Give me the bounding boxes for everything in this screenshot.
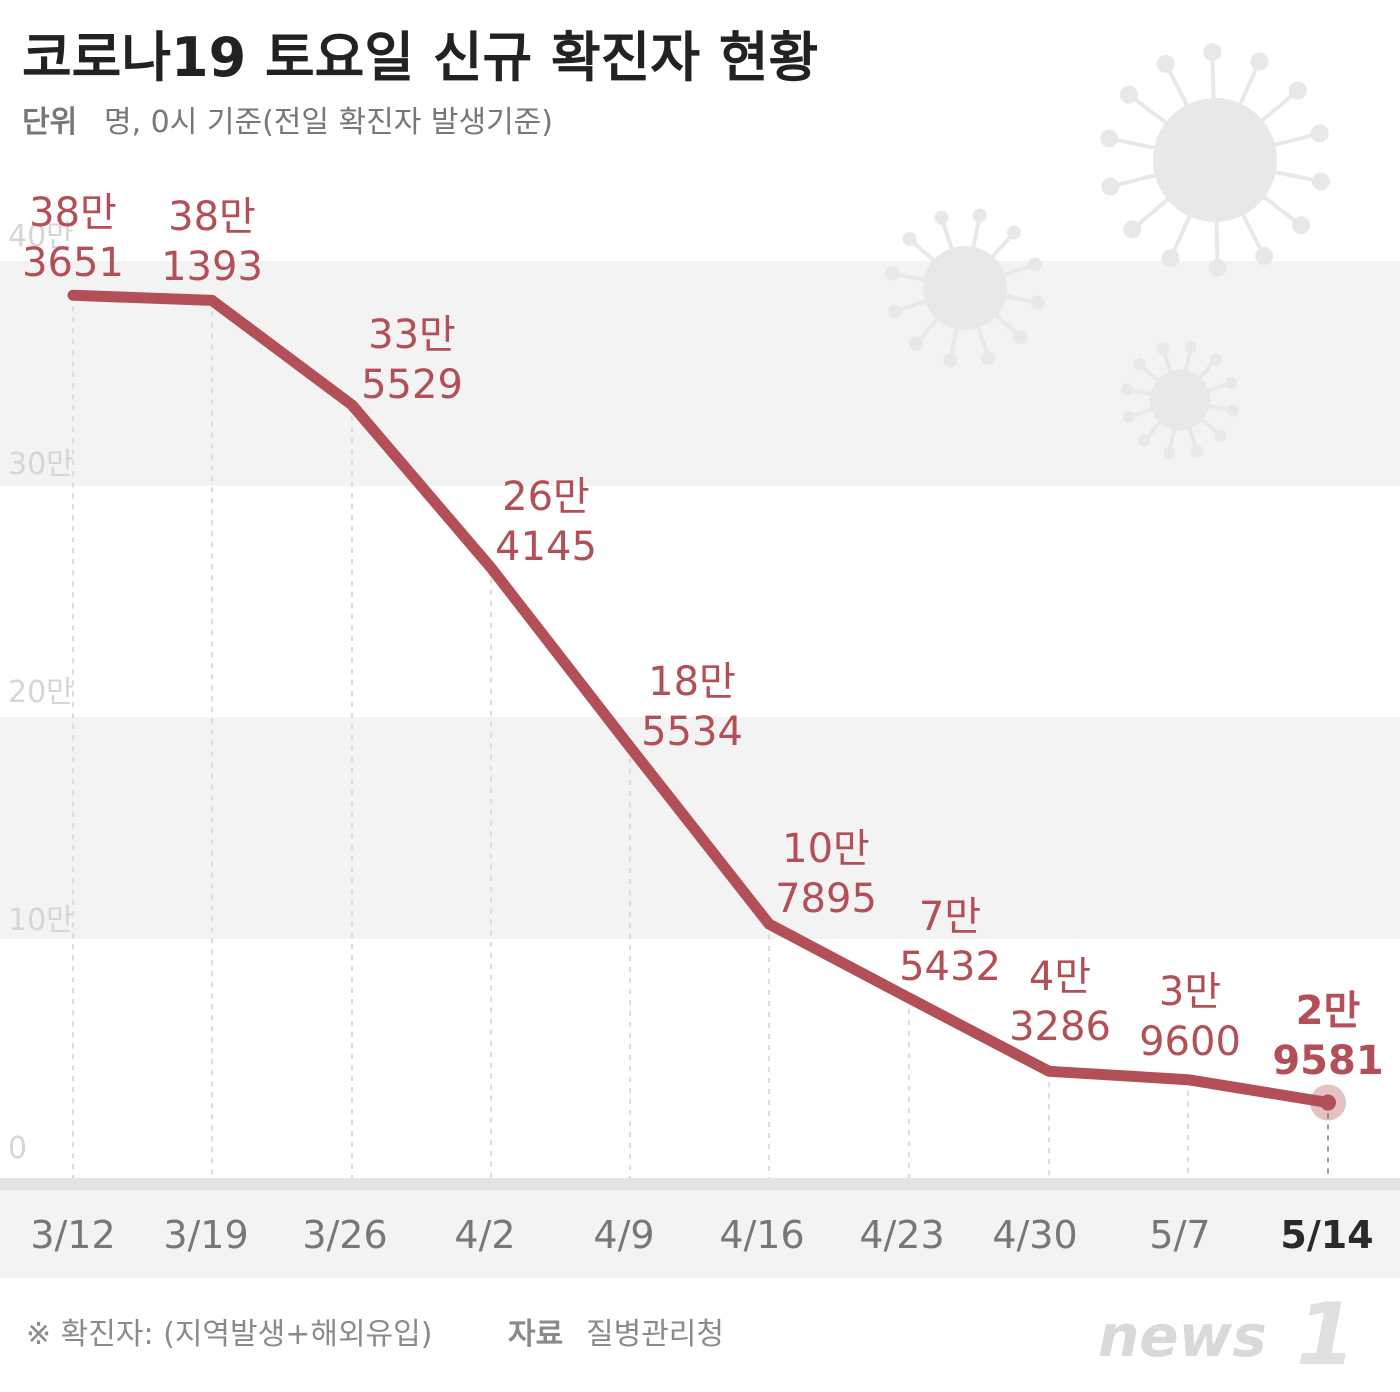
data-label-top: 33만	[368, 312, 456, 358]
data-label-bottom: 3286	[1009, 1004, 1111, 1050]
data-label-top: 2만	[1296, 988, 1361, 1034]
x-tick-label: 4/16	[719, 1213, 804, 1257]
logo-text: news	[1098, 1302, 1267, 1370]
data-label-bottom: 5529	[361, 362, 463, 408]
y-axis: 0 10만 20만 30만 40만	[8, 219, 74, 1166]
x-tick-label: 5/14	[1280, 1213, 1373, 1257]
y-tick-label: 30만	[8, 447, 74, 482]
guide-lines	[72, 295, 1329, 1186]
virus-icon	[1100, 43, 1330, 277]
y-tick-label: 0	[8, 1131, 27, 1166]
data-label-bottom: 5534	[641, 709, 743, 755]
x-axis: 3/12 3/19 3/26 4/2 4/9 4/16 4/23 4/30 5/7 5/14	[30, 1213, 1373, 1257]
virus-icon	[885, 208, 1045, 368]
source-label: 자료	[508, 1317, 563, 1352]
logo-mark: 1	[1296, 1285, 1356, 1385]
data-label-top: 4만	[1029, 954, 1091, 1000]
x-tick-label: 3/12	[30, 1213, 115, 1257]
virus-icon	[885, 43, 1330, 459]
x-tick-label: 4/2	[454, 1213, 515, 1257]
virus-icon	[1121, 341, 1239, 459]
x-axis-band	[0, 1178, 1400, 1190]
y-tick-label: 40만	[8, 219, 74, 254]
data-label-top: 10만	[782, 826, 870, 872]
x-tick-label: 4/9	[593, 1213, 654, 1257]
unit-label: 단위	[22, 105, 77, 140]
data-label-bottom: 5432	[899, 944, 1001, 990]
data-label-bottom: 9581	[1272, 1038, 1383, 1084]
data-label-top: 18만	[648, 659, 736, 705]
y-tick-label: 20만	[8, 675, 74, 710]
series-line	[67, 289, 1334, 1109]
data-label-bottom: 9600	[1139, 1019, 1241, 1065]
footnote: ※ 확진자: (지역발생+해외유입)	[26, 1317, 432, 1352]
data-label-top: 3만	[1159, 969, 1221, 1015]
x-tick-label: 4/23	[859, 1213, 944, 1257]
unit-text: 명, 0시 기준(전일 확진자 발생기준)	[104, 105, 553, 140]
data-label-bottom: 1393	[161, 244, 263, 290]
x-axis-area	[0, 1190, 1400, 1278]
news1-logo: news 1	[1098, 1285, 1356, 1385]
x-tick-label: 3/26	[302, 1213, 387, 1257]
end-point	[1320, 1094, 1336, 1111]
data-label-top: 38만	[168, 194, 256, 240]
page-title: 코로나19 토요일 신규 확진자 현황	[22, 26, 818, 89]
data-label-top: 38만	[29, 190, 117, 236]
x-tick-label: 3/19	[163, 1213, 248, 1257]
data-label-top: 26만	[502, 474, 590, 520]
x-tick-label: 5/7	[1149, 1213, 1210, 1257]
source: 질병관리청	[586, 1317, 724, 1352]
data-label-bottom: 3651	[22, 240, 124, 286]
end-point-marker	[1310, 1084, 1346, 1121]
y-tick-label: 10만	[8, 903, 74, 938]
data-labels: 38만365138만139333만552926만414518만553410만78…	[22, 190, 1384, 1084]
x-tick-label: 4/30	[992, 1213, 1077, 1257]
data-label-bottom: 7895	[775, 876, 877, 922]
data-label-top: 7만	[919, 894, 981, 940]
data-label-bottom: 4145	[495, 524, 597, 570]
